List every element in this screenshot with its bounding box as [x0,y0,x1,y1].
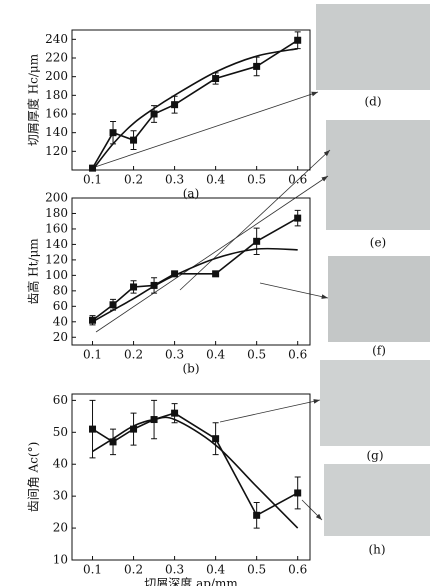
marker [294,489,302,497]
y-tick-label: 120 [45,252,68,266]
y-tick-label: 200 [45,191,68,205]
y-axis-label: 切屑厚度 Hc/μm [26,53,41,146]
marker [212,75,220,83]
x-tick-label: 0.6 [288,173,307,187]
y-tick-label: 200 [45,69,68,83]
plot-frame [71,197,311,346]
y-tick-label: 60 [53,393,68,407]
marker [253,237,261,245]
marker [171,270,179,278]
photo [328,256,430,342]
x-tick-label: 0.3 [165,563,184,577]
x-tick-label: 0.1 [83,173,102,187]
x-tick-label: 0.3 [165,348,184,362]
y-tick-label: 180 [45,88,68,102]
y-tick-label: 120 [45,144,68,158]
x-tick-label: 0.3 [165,173,184,187]
photo-label: (f) [372,344,386,358]
x-tick-label: 0.6 [288,348,307,362]
photo [316,4,430,90]
x-tick-label: 0.4 [206,173,225,187]
arrow [95,175,329,333]
marker [130,136,138,144]
photos: (d) (e) (f) (g) (h) [316,4,430,557]
marker [109,129,117,137]
y-tick-label: 20 [53,330,68,344]
y-tick-label: 140 [45,125,68,139]
marker [294,36,302,44]
x-tick-label: 0.2 [124,173,143,187]
y-tick-label: 160 [45,221,68,235]
marker [89,164,97,172]
marker [171,409,179,417]
y-tick-label: 80 [53,283,68,297]
marker [212,435,220,443]
marker [130,425,138,433]
x-tick-label: 0.4 [206,348,225,362]
y-tick-label: 10 [53,553,68,567]
caption: (b) [182,362,199,376]
y-tick-label: 160 [45,107,68,121]
photo-label: (g) [366,449,383,463]
marker [150,110,158,118]
plot-frame [71,29,311,171]
y-tick-label: 50 [53,425,68,439]
y-tick-label: 240 [45,32,68,46]
marker [253,511,261,519]
data-line [92,412,299,517]
marker [171,101,179,109]
y-axis-label: 齿高 Ht/μm [26,238,41,305]
y-tick-label: 30 [53,489,68,503]
y-tick-label: 220 [45,51,68,65]
photo [326,120,430,230]
y-tick-label: 180 [45,206,68,220]
data-line [91,39,299,169]
x-tick-label: 0.1 [83,348,102,362]
x-tick-label: 0.5 [247,563,266,577]
x-tick-label: 0.6 [288,563,307,577]
x-axis-label: 切屑深度 ap/mm [144,576,238,586]
marker [89,425,97,433]
marker [109,438,117,446]
arrow [91,91,319,169]
y-tick-label: 60 [53,299,68,313]
fit-curve [91,47,298,171]
marker [89,316,97,324]
y-tick-label: 40 [53,314,68,328]
marker [294,214,302,222]
x-tick-label: 0.2 [124,563,143,577]
y-tick-label: 20 [53,521,68,535]
photo-label: (e) [370,236,386,250]
plot-frame [71,393,311,561]
fit-curve [92,247,298,323]
x-tick-label: 0.1 [83,563,102,577]
y-tick-label: 40 [53,457,68,471]
marker [130,283,138,291]
y-tick-label: 100 [45,268,68,282]
photo [324,464,430,536]
marker [212,270,220,278]
x-tick-label: 0.4 [206,563,225,577]
y-tick-label: 140 [45,237,68,251]
photo-label: (h) [368,543,385,557]
photo-label: (d) [364,95,381,109]
x-tick-label: 0.5 [247,348,266,362]
x-tick-label: 0.5 [247,173,266,187]
y-axis-label: 齿间角 Ac(°) [27,442,41,513]
x-tick-label: 0.2 [124,348,143,362]
arrows [91,91,331,521]
arrow [259,282,329,299]
arrow [179,149,331,291]
caption: (a) [183,187,200,201]
arrow [219,399,321,423]
marker [109,301,117,309]
marker [253,62,261,70]
photo [320,360,430,446]
fit-curve [92,416,299,529]
arrow [301,499,323,521]
